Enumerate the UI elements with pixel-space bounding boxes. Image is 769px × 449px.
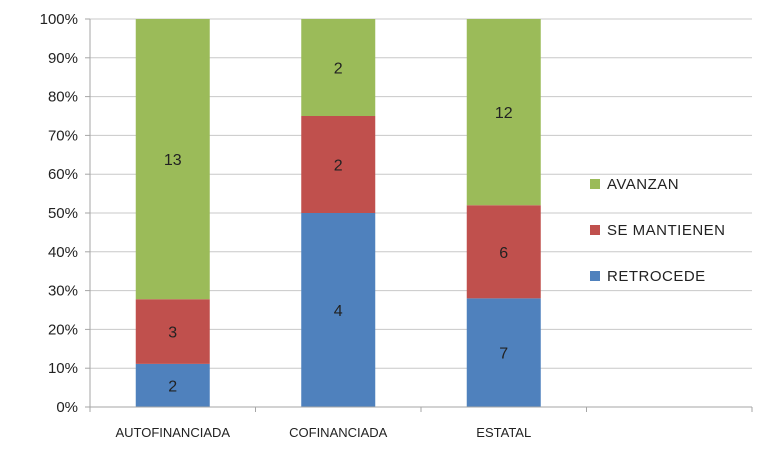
y-tick-label: 30% xyxy=(48,283,78,300)
y-tick-label: 10% xyxy=(48,360,78,377)
data-label: 3 xyxy=(168,325,177,342)
bar-segment xyxy=(135,299,210,364)
y-tick-label: 40% xyxy=(48,244,78,261)
data-label: 13 xyxy=(164,152,182,169)
y-tick-label: 0% xyxy=(56,399,78,416)
legend-label: AVANZAN xyxy=(607,176,679,193)
y-tick-label: 20% xyxy=(48,321,78,338)
data-label: 7 xyxy=(499,346,508,363)
bar-segment xyxy=(301,19,376,116)
bar-segment xyxy=(301,116,376,213)
bar-segment xyxy=(466,205,541,299)
legend-swatch xyxy=(590,179,600,189)
data-labels: 2 3 13 4 2 2 7 6 12 xyxy=(164,61,513,396)
bars xyxy=(135,19,541,407)
data-label: 6 xyxy=(499,245,508,262)
bar-segment xyxy=(466,19,541,206)
y-tick-label: 50% xyxy=(48,205,78,222)
category-labels: AUTOFINANCIADA COFINANCIADA ESTATAL xyxy=(115,425,531,440)
axes xyxy=(85,18,753,412)
y-tick-label: 100% xyxy=(40,11,78,28)
bar-segment xyxy=(301,213,376,407)
data-label: 2 xyxy=(334,61,343,78)
data-label: 4 xyxy=(334,303,343,320)
bar-segment xyxy=(135,363,210,407)
y-tick-label: 70% xyxy=(48,127,78,144)
y-tick-label: 60% xyxy=(48,166,78,183)
legend-label: SE MANTIENEN xyxy=(607,222,726,239)
legend: AVANZAN SE MANTIENEN RETROCEDE xyxy=(590,176,726,285)
legend-swatch xyxy=(590,225,600,235)
category-label: AUTOFINANCIADA xyxy=(115,425,230,440)
data-label: 2 xyxy=(168,378,177,395)
data-label: 12 xyxy=(495,105,513,122)
y-tick-labels: 0% 10% 20% 30% 40% 50% 60% 70% 80% 90% 100% xyxy=(40,11,78,416)
bar-segment xyxy=(466,298,541,407)
category-label: ESTATAL xyxy=(476,425,531,440)
bar-segment xyxy=(135,19,210,300)
legend-label: RETROCEDE xyxy=(607,268,706,285)
data-label: 2 xyxy=(334,158,343,175)
y-tick-label: 80% xyxy=(48,89,78,106)
y-tick-label: 90% xyxy=(48,50,78,67)
category-label: COFINANCIADA xyxy=(289,425,388,440)
legend-swatch xyxy=(590,271,600,281)
